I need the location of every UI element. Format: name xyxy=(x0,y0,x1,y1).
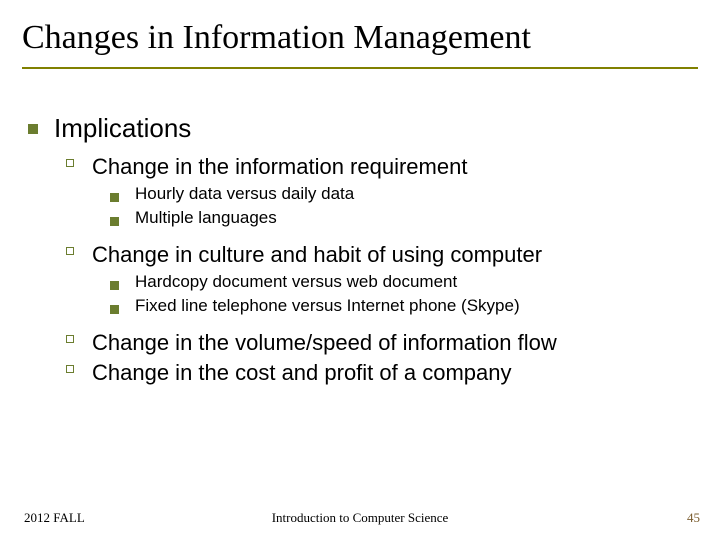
footer-center: Introduction to Computer Science xyxy=(0,510,720,526)
bullet-level2: Change in the cost and profit of a compa… xyxy=(66,360,698,386)
bullet-level2: Change in culture and habit of using com… xyxy=(66,242,698,268)
outline-square-icon xyxy=(66,335,74,343)
lvl3-text: Fixed line telephone versus Internet pho… xyxy=(135,296,698,316)
lvl3-text: Hardcopy document versus web document xyxy=(135,272,698,292)
bullet-level3: Hardcopy document versus web document xyxy=(110,272,698,292)
lvl2-text: Change in the volume/speed of informatio… xyxy=(92,330,698,356)
square-bullet-icon xyxy=(28,124,38,134)
bullet-level1: Implications xyxy=(28,113,698,144)
lvl3-text: Multiple languages xyxy=(135,208,698,228)
bullet-level3: Fixed line telephone versus Internet pho… xyxy=(110,296,698,316)
bullet-level2: Change in the volume/speed of informatio… xyxy=(66,330,698,356)
square-bullet-icon xyxy=(110,281,119,290)
outline-square-icon xyxy=(66,247,74,255)
bullet-level3: Hourly data versus daily data xyxy=(110,184,698,204)
bullet-level2: Change in the information requirement xyxy=(66,154,698,180)
page-title: Changes in Information Management xyxy=(22,18,698,69)
lvl2-text: Change in the information requirement xyxy=(92,154,698,180)
outline-square-icon xyxy=(66,365,74,373)
square-bullet-icon xyxy=(110,193,119,202)
lvl3-text: Hourly data versus daily data xyxy=(135,184,698,204)
content-body: Implications Change in the information r… xyxy=(28,113,698,386)
slide-number: 45 xyxy=(687,510,700,526)
outline-square-icon xyxy=(66,159,74,167)
lvl2-text: Change in the cost and profit of a compa… xyxy=(92,360,698,386)
lvl1-text: Implications xyxy=(54,113,698,144)
square-bullet-icon xyxy=(110,305,119,314)
lvl2-text: Change in culture and habit of using com… xyxy=(92,242,698,268)
bullet-level3: Multiple languages xyxy=(110,208,698,228)
slide: Changes in Information Management Implic… xyxy=(0,0,720,540)
square-bullet-icon xyxy=(110,217,119,226)
